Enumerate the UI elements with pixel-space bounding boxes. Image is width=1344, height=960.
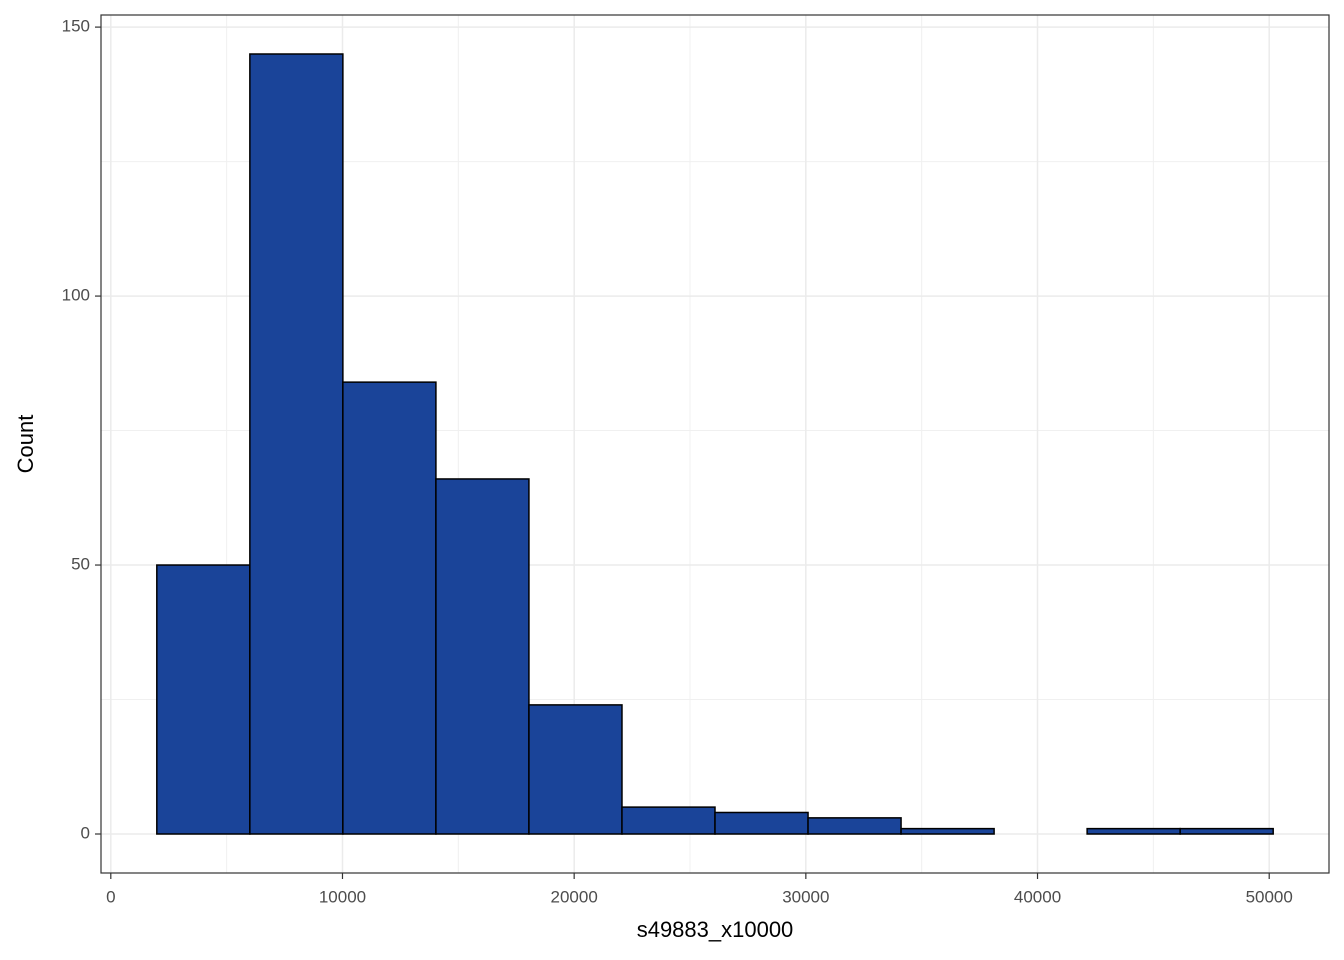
bar [1179, 827, 1274, 835]
bar [714, 811, 809, 835]
x-axis-title: s49883_x10000 [637, 917, 794, 942]
x-tick-label: 0 [106, 887, 115, 906]
bar [156, 564, 251, 835]
bar [528, 704, 623, 835]
x-tick-label: 40000 [1014, 887, 1061, 906]
bar [1086, 827, 1181, 835]
bar [435, 478, 530, 835]
y-tick-label: 100 [62, 286, 90, 305]
bar [249, 53, 344, 835]
bar [807, 817, 902, 835]
x-tick-label: 30000 [782, 887, 829, 906]
bar [621, 806, 716, 835]
y-tick-label: 50 [71, 555, 90, 574]
y-tick-label: 0 [81, 823, 90, 842]
bar [900, 827, 995, 835]
x-tick-label: 10000 [319, 887, 366, 906]
y-tick-label: 150 [62, 17, 90, 36]
x-tick-label: 50000 [1246, 887, 1293, 906]
plot-border [100, 14, 1330, 874]
y-axis-title: Count [13, 415, 38, 474]
x-tick-label: 20000 [551, 887, 598, 906]
bar [342, 381, 437, 835]
